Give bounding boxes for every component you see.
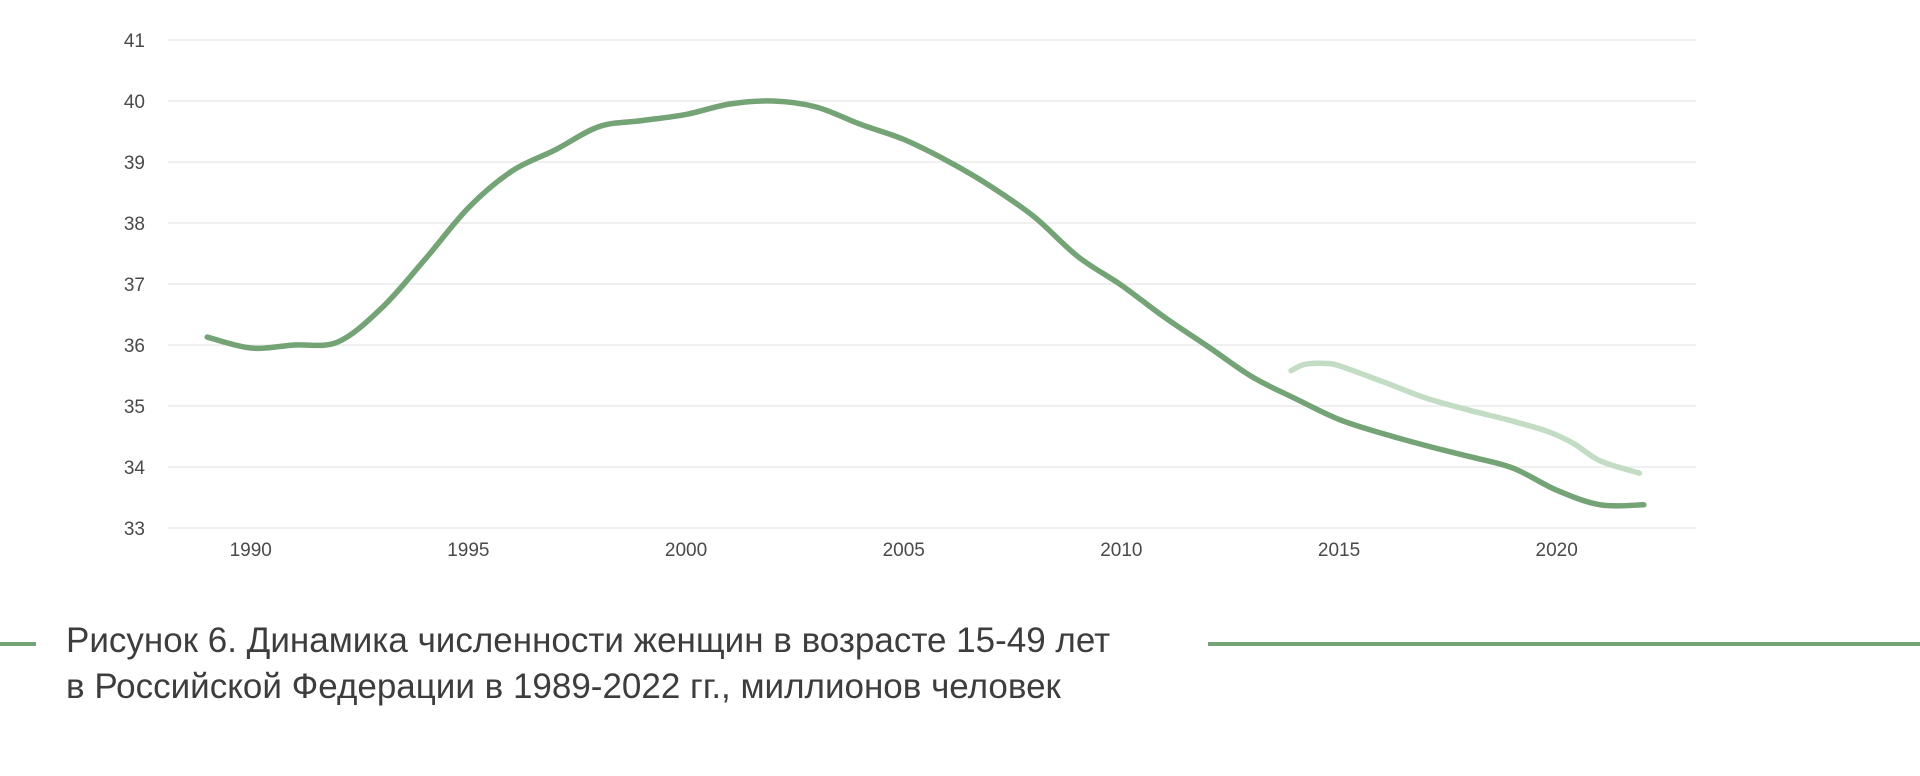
- x-tick-label: 2000: [665, 540, 707, 561]
- series-line-1: [204, 98, 1647, 509]
- y-tick-label: 41: [124, 31, 145, 52]
- x-tick-label: 1995: [447, 540, 489, 561]
- y-tick-label: 37: [124, 275, 145, 296]
- y-tick-label: 40: [124, 92, 145, 113]
- y-tick-label: 38: [124, 214, 145, 235]
- x-tick-label: 1990: [230, 540, 272, 561]
- y-tick-label: 34: [124, 458, 146, 479]
- gridlines: [168, 39, 1696, 529]
- y-tick-label: 35: [124, 397, 145, 418]
- x-tick-label: 2005: [883, 540, 925, 561]
- y-axis-ticks: 33 34 35 36 37 38 39 40 41: [124, 31, 146, 540]
- caption-line-1: Рисунок 6. Динамика численности женщин в…: [66, 621, 1111, 660]
- y-tick-label: 39: [124, 153, 145, 174]
- x-axis-ticks: 1990 1995 2000 2005 2010 2015 2020: [230, 540, 1578, 561]
- x-tick-label: 2020: [1536, 540, 1578, 561]
- series-line-2: [1288, 360, 1643, 476]
- series-lines: [204, 98, 1647, 509]
- y-tick-label: 33: [124, 519, 145, 540]
- figure-caption: Рисунок 6. Динамика численности женщин в…: [66, 618, 1110, 710]
- y-tick-label: 36: [124, 336, 145, 357]
- caption-line-2: в Российской Федерации в 1989-2022 гг., …: [66, 667, 1061, 706]
- caption-rule-right: [1208, 642, 1920, 646]
- x-tick-label: 2015: [1318, 540, 1360, 561]
- x-tick-label: 2010: [1100, 540, 1142, 561]
- chart: 33 34 35 36 37 38 39 40 41 1990 1995 2000 2005 2010 2…: [124, 31, 1696, 561]
- caption-rule-left: [0, 642, 36, 646]
